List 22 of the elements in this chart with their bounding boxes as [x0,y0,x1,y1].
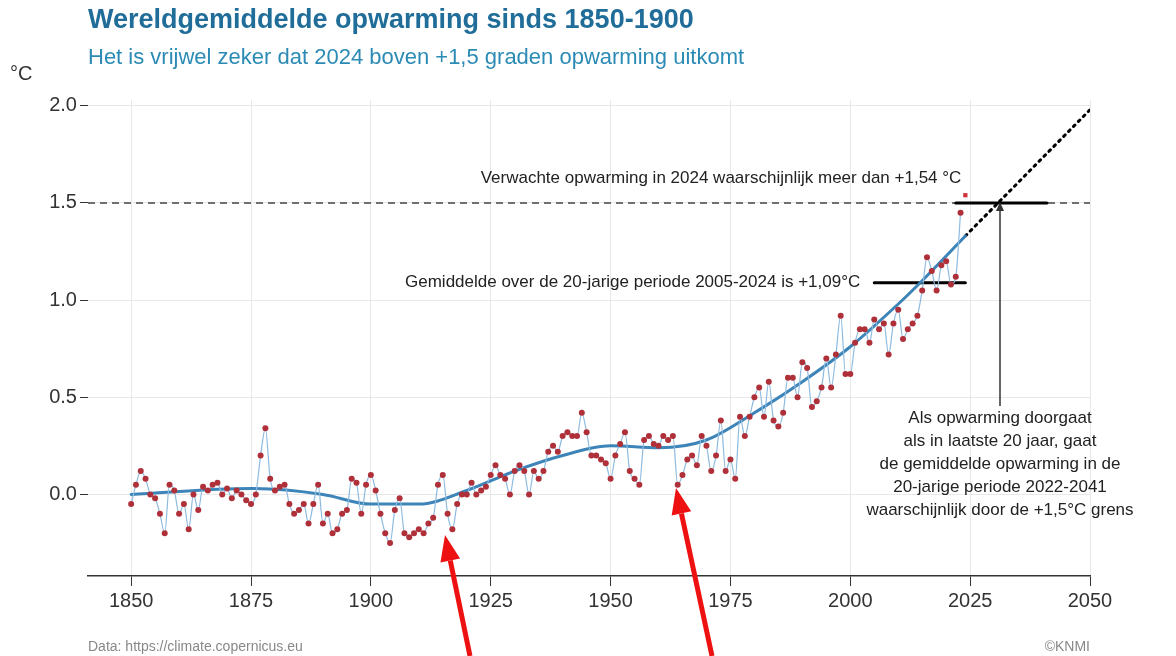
text: Data: https://climate.copernicus.eu [88,638,303,654]
y-tick-label: 1.0 [49,287,77,310]
x-tick-label: 2025 [947,588,993,611]
x-tick-label: 1850 [108,588,154,611]
x-tick-label: 1975 [708,588,753,611]
x-tick-label: 2000 [828,588,873,611]
chart-subtitle: Het is vrijwel zeker dat 2024 boven +1,5 graden opwarming uitkomt [88,44,745,70]
x-tick-label: 1875 [228,588,274,611]
annotation: Verwachte opwarming in 2024 waarschijnlijk meer dan +1,54 °C [480,168,962,188]
annotation: Gemiddelde over de 20-jarige periode 2005-2024 is +1,09°C [405,272,861,292]
annotation: Als opwarming doorgaat als in laatste 20 jaar, gaat de gemiddelde opwarming in de 20-jarige periode 2022-2041 waarschijnlijk door de +1,5°C grens [865,408,1134,520]
y-tick-label: 0.0 [49,481,77,504]
chart-title: Wereldgemiddelde opwarming sinds 1850-1900 [88,4,694,35]
y-tick-label: 2.0 [49,93,77,116]
x-tick-label: 1900 [348,588,394,611]
y-tick-label: 1.5 [49,190,77,213]
y-axis-title: °C [10,62,33,85]
y-tick-label: 0.5 [49,384,77,407]
x-tick-label: 1950 [588,588,633,611]
text: ©KNMI [1044,638,1090,654]
x-tick-label: 1925 [468,588,513,611]
x-tick-label: 2050 [1067,588,1113,611]
